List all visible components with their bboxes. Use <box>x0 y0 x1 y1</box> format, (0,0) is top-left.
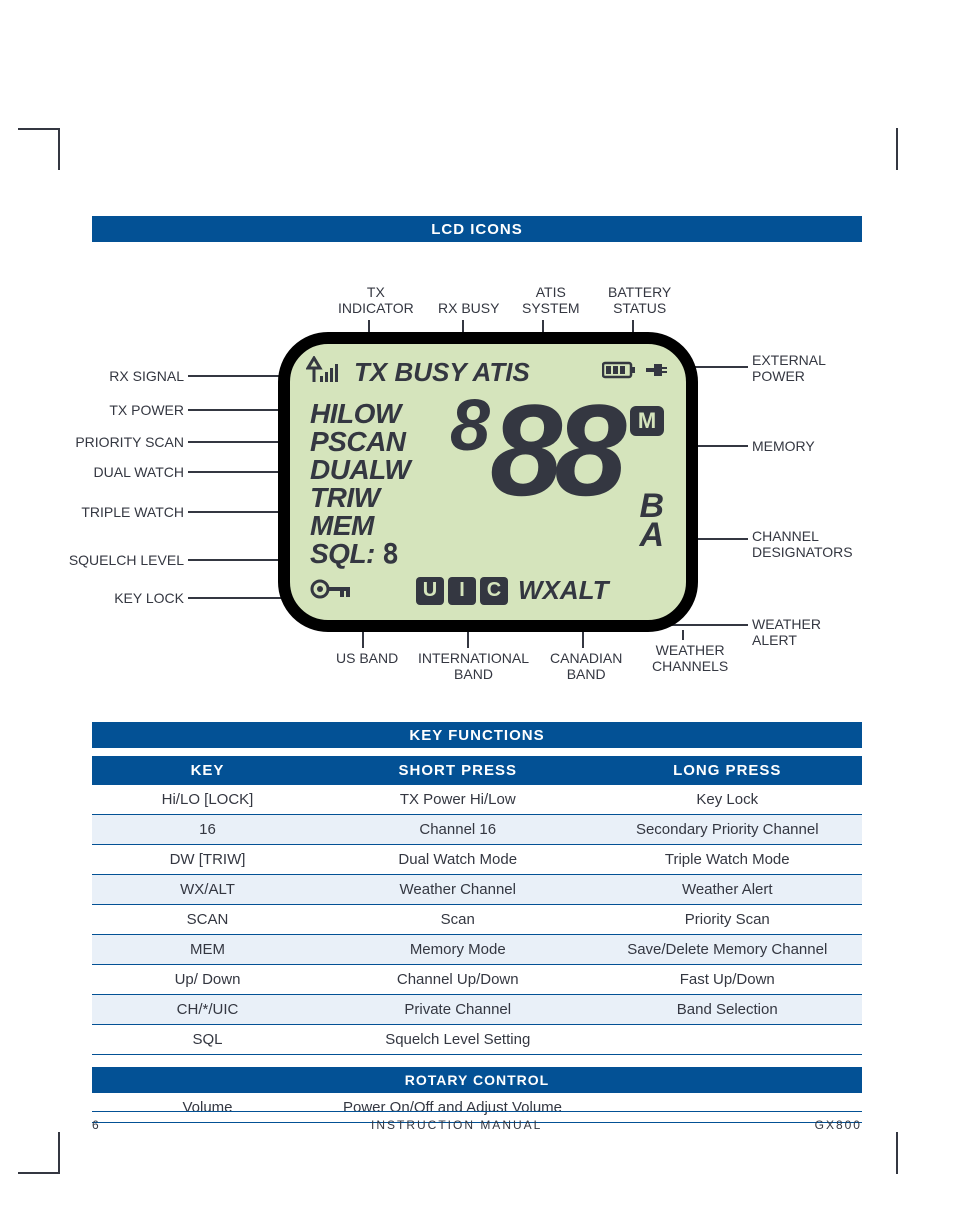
table-cell: Squelch Level Setting <box>323 1025 593 1055</box>
callout-tx-power: TX POWER <box>109 402 184 418</box>
table-cell: 16 <box>92 815 323 845</box>
table-cell: Secondary Priority Channel <box>593 815 863 845</box>
channel-main: 88 <box>490 398 619 502</box>
channel-designators: B A <box>639 492 664 550</box>
crop-mark <box>18 128 60 130</box>
table-cell <box>593 1025 863 1055</box>
callout-dual-watch: DUAL WATCH <box>94 464 184 480</box>
footer-title: INSTRUCTION MANUAL <box>371 1118 542 1132</box>
callout-us-band: US BAND <box>336 650 398 666</box>
external-power-icon <box>644 360 670 385</box>
key-functions-table: KEY SHORT PRESS LONG PRESS Hi/LO [LOCK]T… <box>92 756 862 1055</box>
lcd-mem: MEM <box>310 512 410 540</box>
callout-key-lock: KEY LOCK <box>114 590 184 606</box>
footer-model: GX800 <box>815 1118 862 1132</box>
table-row: SQLSquelch Level Setting <box>92 1025 862 1055</box>
callout-priority-scan: PRIORITY SCAN <box>75 434 184 450</box>
callout-rx-signal: RX SIGNAL <box>109 368 184 384</box>
lcd-screen: TX BUSY ATIS <box>278 332 698 632</box>
lcd-icons-header: LCD ICONS <box>92 216 862 242</box>
antenna-icon <box>306 356 348 389</box>
lcd-sql: SQL: 8 <box>310 540 410 568</box>
table-cell: Fast Up/Down <box>593 965 863 995</box>
key-functions-header: KEY FUNCTIONS <box>92 722 862 748</box>
int-band-indicator: I <box>448 577 476 605</box>
table-cell: Triple Watch Mode <box>593 845 863 875</box>
table-cell: Key Lock <box>593 785 863 815</box>
callout-squelch: SQUELCH LEVEL <box>69 552 184 568</box>
table-cell: MEM <box>92 935 323 965</box>
callout-wx-alert: WEATHERALERT <box>752 616 821 648</box>
callout-int-band: INTERNATIONALBAND <box>418 650 529 682</box>
crop-mark <box>896 128 898 170</box>
band-row: U I C WXALT <box>416 575 609 606</box>
table-row: CH/*/UICPrivate ChannelBand Selection <box>92 995 862 1025</box>
table-row: Up/ DownChannel Up/DownFast Up/Down <box>92 965 862 995</box>
table-cell: Priority Scan <box>593 905 863 935</box>
lcd-hilow: HILOW <box>310 400 410 428</box>
table-cell: Memory Mode <box>323 935 593 965</box>
callout-battery: BATTERYSTATUS <box>608 284 671 316</box>
channel-number: 8 88 <box>450 398 619 502</box>
table-cell: Private Channel <box>323 995 593 1025</box>
table-cell: Weather Alert <box>593 875 863 905</box>
designator-a: A <box>639 521 664 550</box>
table-cell: Scan <box>323 905 593 935</box>
table-cell: DW [TRIW] <box>92 845 323 875</box>
table-row: Hi/LO [LOCK]TX Power Hi/LowKey Lock <box>92 785 862 815</box>
table-cell: Dual Watch Mode <box>323 845 593 875</box>
table-row: DW [TRIW]Dual Watch ModeTriple Watch Mod… <box>92 845 862 875</box>
crop-mark <box>896 1132 898 1174</box>
callout-memory: MEMORY <box>752 438 815 454</box>
can-band-indicator: C <box>480 577 508 605</box>
callout-channel-desig: CHANNELDESIGNATORS <box>752 528 853 560</box>
table-row: 16Channel 16Secondary Priority Channel <box>92 815 862 845</box>
rotary-control-header: ROTARY CONTROL <box>92 1067 862 1093</box>
table-cell: Save/Delete Memory Channel <box>593 935 863 965</box>
callout-rx-busy: RX BUSY <box>438 300 499 316</box>
col-long: LONG PRESS <box>593 756 863 785</box>
lcd-triw: TRIW <box>310 484 410 512</box>
table-cell: Weather Channel <box>323 875 593 905</box>
lcd-status-column: HILOW PSCAN DUALW TRIW MEM SQL: 8 <box>310 400 410 568</box>
table-cell: WX/ALT <box>92 875 323 905</box>
crop-mark <box>58 128 60 170</box>
table-cell: Channel Up/Down <box>323 965 593 995</box>
table-cell: Band Selection <box>593 995 863 1025</box>
table-cell: TX Power Hi/Low <box>323 785 593 815</box>
memory-indicator: M <box>630 406 664 436</box>
table-row: SCANScanPriority Scan <box>92 905 862 935</box>
table-cell: CH/*/UIC <box>92 995 323 1025</box>
col-short: SHORT PRESS <box>323 756 593 785</box>
callout-atis: ATISSYSTEM <box>522 284 580 316</box>
callout-wx-channels: WEATHERCHANNELS <box>652 642 728 674</box>
table-row: WX/ALTWeather ChannelWeather Alert <box>92 875 862 905</box>
crop-mark <box>18 1172 60 1174</box>
page-footer: 6 INSTRUCTION MANUAL GX800 <box>92 1111 862 1132</box>
table-cell: Channel 16 <box>323 815 593 845</box>
table-row: MEMMemory ModeSave/Delete Memory Channel <box>92 935 862 965</box>
us-band-indicator: U <box>416 577 444 605</box>
page-number: 6 <box>92 1118 99 1132</box>
callout-ext-power: EXTERNALPOWER <box>752 352 826 384</box>
table-cell: Hi/LO [LOCK] <box>92 785 323 815</box>
col-key: KEY <box>92 756 323 785</box>
key-lock-icon <box>310 577 360 606</box>
wxalt-indicator: WXALT <box>518 575 609 606</box>
callout-triple-watch: TRIPLE WATCH <box>81 504 184 520</box>
callout-can-band: CANADIANBAND <box>550 650 622 682</box>
callout-tx-indicator: TXINDICATOR <box>338 284 414 316</box>
crop-mark <box>58 1132 60 1174</box>
table-cell: Up/ Down <box>92 965 323 995</box>
channel-prefix: 8 <box>450 398 490 456</box>
lcd-pscan: PSCAN <box>310 428 410 456</box>
lcd-dualw: DUALW <box>310 456 410 484</box>
lcd-diagram: TXINDICATOR RX BUSY ATISSYSTEM BATTERYST… <box>92 242 862 702</box>
table-header-row: KEY SHORT PRESS LONG PRESS <box>92 756 862 785</box>
table-cell: SCAN <box>92 905 323 935</box>
table-cell: SQL <box>92 1025 323 1055</box>
